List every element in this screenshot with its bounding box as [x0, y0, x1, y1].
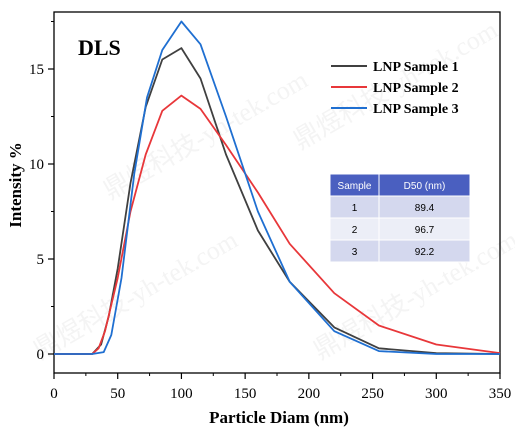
legend-label-3: LNP Sample 3	[373, 102, 459, 117]
legend: LNP Sample 1 LNP Sample 2 LNP Sample 3	[331, 60, 459, 117]
table-cell-value: 3	[352, 247, 358, 258]
table-cell	[378, 239, 471, 263]
table-cell-value: 92.2	[415, 247, 435, 258]
x-tick-label: 350	[489, 386, 512, 402]
series-lines	[54, 20, 501, 355]
y-tick-label: 15	[29, 62, 44, 78]
table-cell-value: 2	[352, 225, 358, 236]
table-cell-value: 1	[352, 203, 358, 214]
x-tick-label: 50	[110, 386, 125, 402]
d50-table: Sample D50 (nm) 1 89.4 2 96.7 3 92.2	[329, 173, 471, 263]
y-tick-label: 0	[37, 347, 45, 363]
dls-annotation: DLS	[78, 35, 121, 60]
x-tick-label: 100	[170, 386, 193, 402]
table-cell-value: 89.4	[415, 203, 435, 214]
table-header-label: D50 (nm)	[404, 181, 446, 192]
table-header-label: Sample	[338, 181, 372, 192]
x-tick-label: 300	[425, 386, 448, 402]
series-line-3	[54, 20, 500, 355]
legend-label-2: LNP Sample 2	[373, 81, 459, 96]
y-tick-label: 10	[29, 157, 44, 173]
x-tick-label: 150	[234, 386, 257, 402]
legend-label-1: LNP Sample 1	[373, 60, 459, 75]
y-axis-label: Intensity %	[6, 142, 25, 227]
series-line-2	[54, 94, 501, 355]
x-tick-label: 200	[298, 386, 321, 402]
table-cell-value: 96.7	[415, 225, 435, 236]
x-tick-label: 250	[361, 386, 384, 402]
y-tick-label: 5	[37, 252, 45, 268]
watermark-text-3: 鼎煜科技-yh-tek.com	[29, 225, 243, 365]
x-axis-label: Particle Diam (nm)	[209, 408, 349, 427]
axis-ticks: 0 50 100 150 200 250 300 350 0 5 10 15	[29, 21, 512, 402]
x-tick-label: 0	[50, 386, 58, 402]
